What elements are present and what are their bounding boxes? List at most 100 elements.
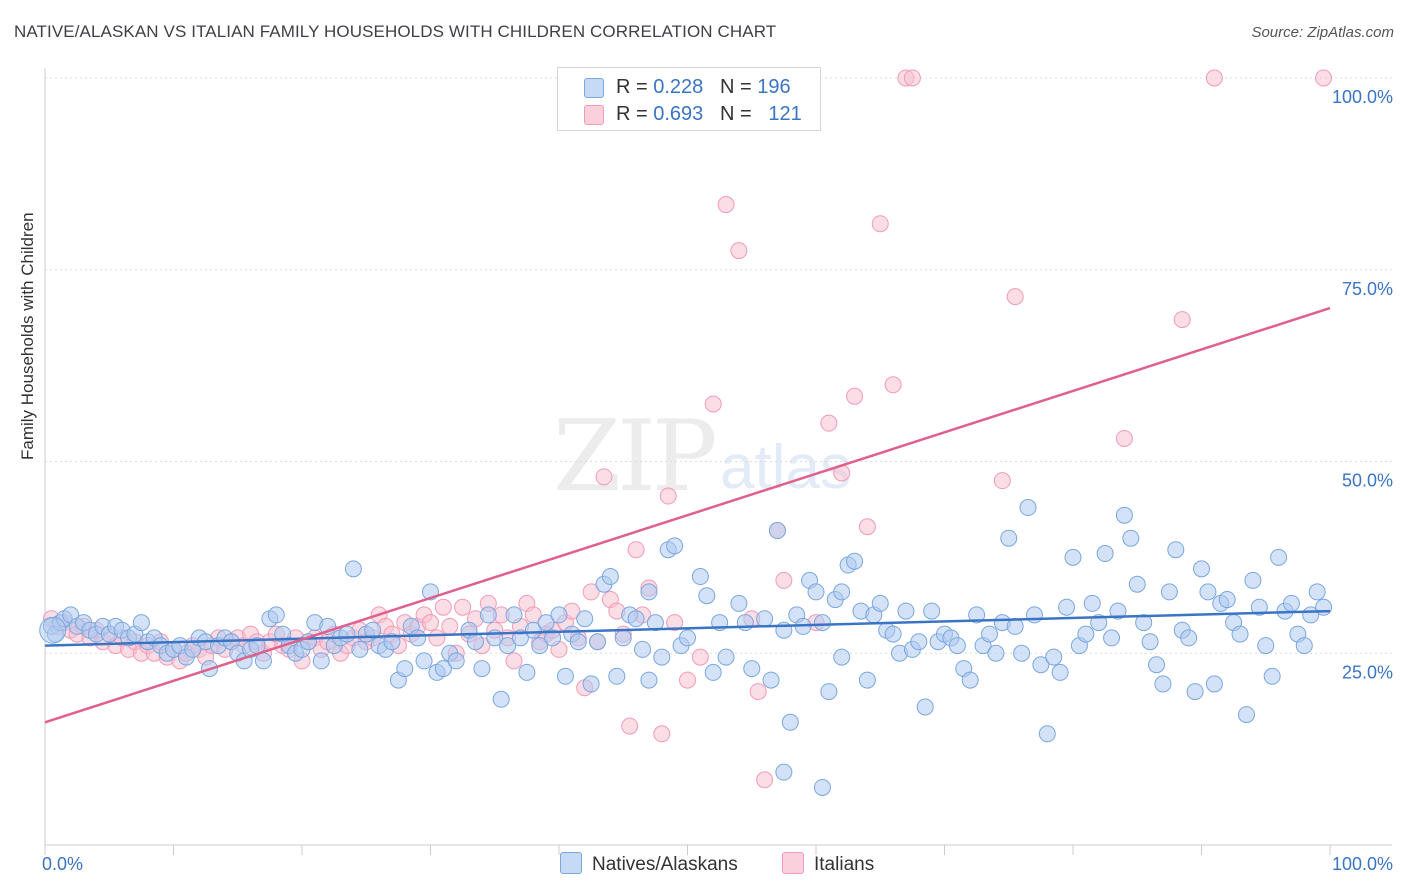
natives-point <box>1128 575 1146 593</box>
natives-n-label: N = <box>719 76 758 98</box>
italians-swatch <box>584 105 604 125</box>
natives-point <box>627 610 645 628</box>
legend-italians-label: Italians <box>814 854 875 875</box>
natives-point <box>1218 591 1236 609</box>
natives-point <box>704 663 722 681</box>
italians-point <box>871 215 889 233</box>
natives-point <box>1199 583 1217 601</box>
y-tick-label: 25.0% <box>1342 662 1393 682</box>
legend-italians: Italians <box>782 852 874 876</box>
natives-point <box>646 614 664 632</box>
natives-swatch <box>584 78 604 98</box>
natives-point <box>132 614 150 632</box>
italians-point <box>717 196 735 214</box>
italians-n-value: 121 <box>768 103 802 125</box>
natives-point <box>1160 583 1178 601</box>
natives-point <box>781 713 799 731</box>
natives-point <box>1308 583 1326 601</box>
natives-point <box>1051 663 1069 681</box>
italians-point <box>704 395 722 413</box>
natives-point <box>884 625 902 643</box>
natives-point <box>846 552 864 570</box>
natives-point <box>980 625 998 643</box>
natives-point <box>1077 625 1095 643</box>
italians-point <box>1173 311 1191 329</box>
natives-point <box>910 633 928 651</box>
natives-trend-line <box>44 609 1331 647</box>
natives-point <box>1148 656 1166 674</box>
italians-point <box>1205 69 1223 87</box>
natives-point <box>1122 529 1140 547</box>
natives-point <box>364 621 382 639</box>
natives-point <box>640 671 658 689</box>
natives-point <box>1032 656 1050 674</box>
natives-point <box>576 610 594 628</box>
italians-point <box>993 472 1011 490</box>
natives-point <box>544 629 562 647</box>
legend-natives: Natives/Alaskans <box>560 852 738 876</box>
natives-point <box>961 671 979 689</box>
natives-point <box>1270 548 1288 566</box>
natives-point <box>550 606 568 624</box>
natives-point <box>679 629 696 647</box>
italians-point <box>846 387 864 405</box>
italians-point <box>903 69 921 87</box>
natives-point <box>39 616 67 644</box>
natives-point <box>640 583 658 601</box>
natives-point <box>344 560 362 578</box>
y-tick-label: 100.0% <box>1332 87 1393 107</box>
italians-point <box>505 652 523 670</box>
natives-point <box>653 648 671 666</box>
natives-point <box>1013 644 1031 662</box>
natives-point <box>768 522 786 540</box>
natives-point <box>1231 625 1249 643</box>
natives-point <box>267 606 285 624</box>
natives-point <box>473 660 491 678</box>
italians-point <box>621 717 639 735</box>
natives-point <box>1083 594 1101 612</box>
natives-n-value: 196 <box>757 76 791 98</box>
x-tick-label: 100.0% <box>1332 854 1393 874</box>
natives-point <box>762 671 780 689</box>
natives-point <box>756 610 774 628</box>
natives-point <box>1282 594 1300 612</box>
natives-point <box>1315 598 1333 616</box>
italians-point <box>884 376 902 394</box>
natives-point <box>1058 598 1076 616</box>
natives-point <box>1193 560 1210 578</box>
natives-point <box>556 667 574 685</box>
natives-point <box>1096 545 1114 563</box>
natives-point <box>614 629 632 647</box>
italians-point <box>627 541 645 559</box>
natives-point <box>948 637 966 655</box>
natives-point <box>1250 598 1268 616</box>
natives-point <box>820 683 838 701</box>
natives-point <box>1263 667 1281 685</box>
natives-point <box>1154 675 1172 693</box>
natives-point <box>351 640 369 658</box>
natives-point <box>916 698 934 716</box>
italians-point <box>582 583 600 601</box>
italians-point <box>691 648 709 666</box>
natives-point <box>1257 637 1275 655</box>
natives-point <box>589 633 607 651</box>
natives-point <box>813 614 831 632</box>
natives-point <box>1186 683 1204 701</box>
natives-point <box>338 625 356 643</box>
natives-point <box>518 663 536 681</box>
natives-point <box>691 568 709 586</box>
italians-point <box>1115 429 1133 447</box>
italians-point <box>666 614 684 632</box>
natives-point <box>698 587 716 605</box>
legend-natives-swatch <box>560 852 582 874</box>
natives-point <box>666 537 684 555</box>
natives-point <box>505 606 523 624</box>
italians-point <box>441 617 459 635</box>
natives-point <box>466 633 484 651</box>
italians-point <box>454 598 472 616</box>
italians-point <box>775 571 793 589</box>
natives-point <box>897 602 915 620</box>
natives-point <box>499 637 517 655</box>
italians-point <box>679 671 696 689</box>
